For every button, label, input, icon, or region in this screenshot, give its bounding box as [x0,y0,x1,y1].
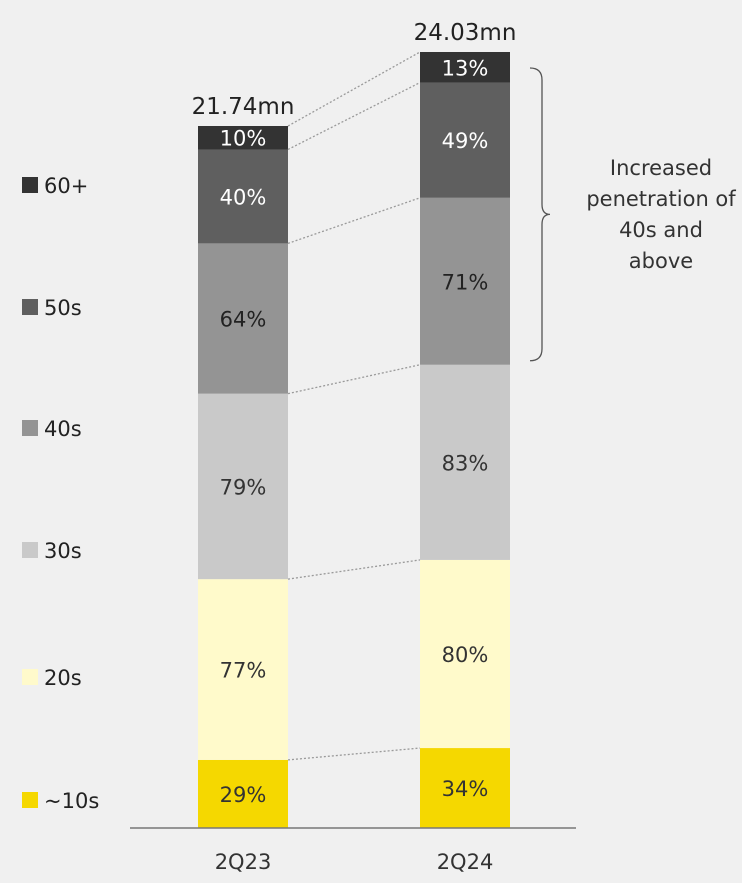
connector-line [287,364,421,395]
annotation-text: above [629,249,693,273]
data-label: 71% [442,270,489,294]
bar-segment-2q24-60 [420,52,510,83]
legend-label: ~10s [44,789,99,813]
legend-swatch [22,299,38,315]
data-label: 80% [442,643,489,667]
bar-segment-2q24-10s [420,748,510,828]
legend-swatch [22,177,38,193]
data-label: 49% [442,129,489,153]
total-label: 24.03mn [414,20,517,46]
bar-segment-2q24-30s [420,364,510,560]
legend-swatch [22,542,38,558]
bar-segment-2q24-20s [420,559,510,749]
category-label: 2Q23 [215,850,272,874]
legend-swatch [22,420,38,436]
connector-line [287,51,421,127]
data-label: 40% [220,185,267,209]
bar-segment-2q23-20s [198,579,288,760]
annotation-text: 40s and [619,218,703,242]
annotation-bracket [529,67,551,362]
legend-label: 50s [44,296,82,320]
annotation-text: Increased [610,156,712,180]
data-label: 79% [220,475,267,499]
legend-label: 30s [44,539,82,563]
bar-segment-2q23-40s [198,243,288,394]
data-label: 83% [442,451,489,475]
legend-label: 20s [44,666,82,690]
annotation-text: penetration of [586,187,736,211]
data-label: 77% [220,659,267,683]
connector-line [287,197,421,245]
bar-segment-2q23-60 [198,126,288,150]
bar-segment-2q24-40s [420,197,510,365]
legend-swatch [22,792,38,808]
total-label: 21.74mn [192,94,295,120]
data-label: 29% [220,783,267,807]
bar-segment-2q23-50s [198,149,288,244]
data-label: 10% [220,127,267,151]
connector-line [287,747,421,761]
legend-label: 60+ [44,174,88,198]
connector-line [287,81,421,151]
data-label: 64% [220,308,267,332]
legend-swatch [22,669,38,685]
legend-label: 40s [44,417,82,441]
data-label: 13% [442,56,489,80]
category-label: 2Q24 [437,850,494,874]
connector-line [287,559,421,580]
bar-segment-2q24-50s [420,82,510,198]
data-label: 34% [442,777,489,801]
bar-segment-2q23-30s [198,393,288,580]
bar-segment-2q23-10s [198,759,288,828]
